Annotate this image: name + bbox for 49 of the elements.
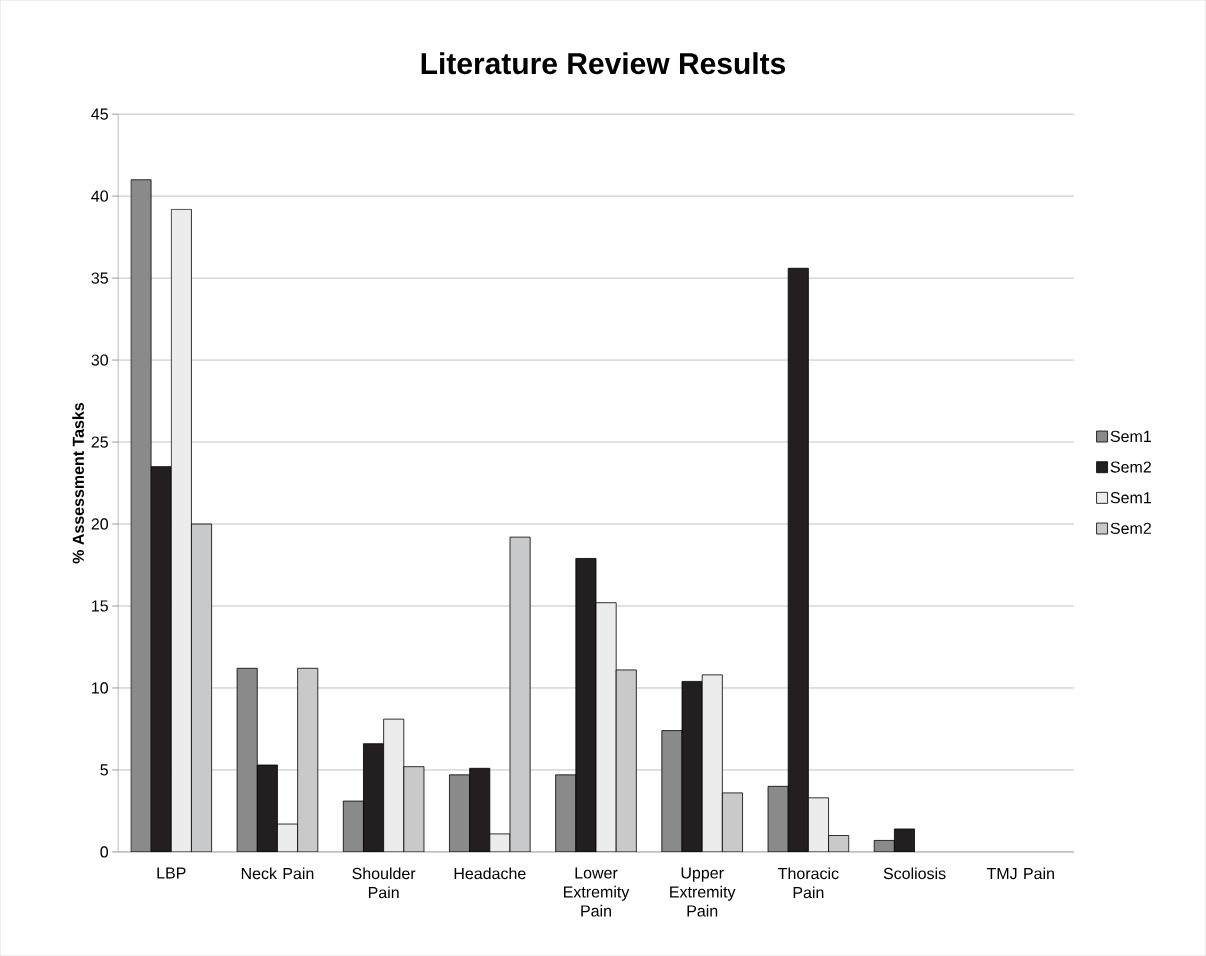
bar: [595, 602, 617, 852]
x-tick-label: Shoulder Pain: [352, 867, 416, 899]
bar: [449, 774, 471, 852]
y-tick-label: 45: [91, 108, 108, 120]
y-tick-label: 40: [91, 190, 108, 202]
x-tick-label: Neck Pain: [241, 867, 314, 880]
bar: [191, 523, 213, 852]
bar: [661, 730, 683, 852]
y-tick-label: 30: [91, 354, 108, 366]
x-tick-label: Scoliosis: [883, 867, 946, 880]
y-tick-label: 25: [91, 436, 108, 448]
bar: [509, 536, 531, 852]
bar: [150, 466, 172, 852]
legend-label: Sem1: [1110, 430, 1151, 442]
bar: [236, 667, 258, 852]
bar: [297, 667, 319, 852]
x-tick-label: Lower Extremity Pain: [564, 867, 630, 917]
y-tick-label: 5: [100, 764, 108, 776]
bar: [170, 208, 192, 852]
bar: [701, 674, 723, 852]
bar: [681, 680, 703, 852]
y-axis-title: % Assessment Tasks: [72, 402, 84, 564]
bar: [555, 774, 577, 852]
bar: [721, 792, 743, 852]
y-tick-label: 10: [92, 682, 108, 694]
legend-label: Sem2: [1110, 461, 1151, 473]
x-tick-label: Thoracic Pain: [778, 867, 839, 899]
bar: [787, 267, 809, 852]
y-tick-label: 20: [91, 518, 108, 530]
y-tick-label: 15: [92, 600, 108, 612]
bar: [363, 743, 385, 852]
x-tick-label: LBP: [157, 867, 186, 879]
bar: [383, 718, 405, 852]
chart-title: Literature Review Results: [421, 52, 786, 75]
y-tick-label: 35: [91, 272, 108, 284]
bar: [469, 767, 491, 852]
bar: [615, 669, 637, 852]
x-tick-label: Upper Extremity Pain: [670, 867, 736, 917]
bar: [807, 797, 829, 852]
bar: [342, 800, 364, 852]
bar: [575, 558, 597, 852]
y-tick-label: 0: [100, 846, 108, 858]
bar: [403, 766, 425, 852]
bar: [256, 764, 278, 852]
legend-label: Sem1: [1110, 492, 1151, 504]
legend-label: Sem2: [1110, 522, 1151, 534]
x-tick-label: Headache: [454, 867, 526, 880]
bar: [767, 785, 789, 852]
x-tick-label: TMJ Pain: [986, 867, 1054, 880]
